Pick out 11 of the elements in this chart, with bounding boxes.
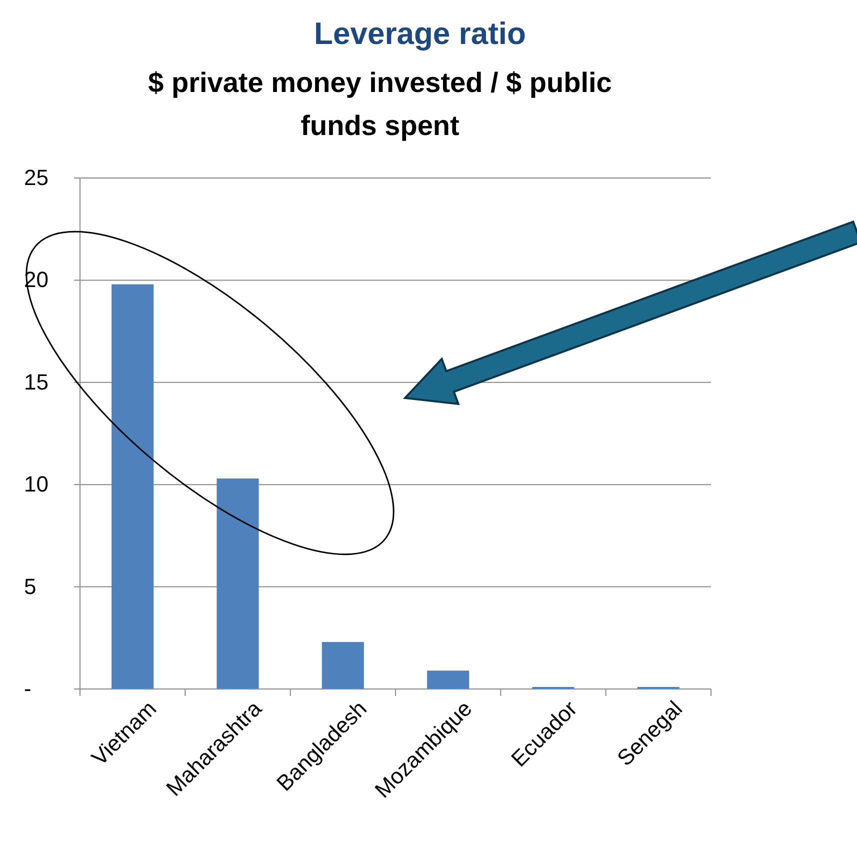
- y-tick-label: 10: [24, 472, 48, 497]
- y-tick-label: 5: [24, 574, 36, 599]
- y-tick-label: 15: [24, 369, 48, 394]
- y-tick-label: -: [24, 676, 32, 702]
- bar: [112, 284, 154, 689]
- chart-title: Leverage ratio: [314, 16, 526, 51]
- bar: [427, 670, 470, 689]
- chart-subtitle: $ private money invested / $ public funds spent: [148, 67, 612, 141]
- bar: [322, 642, 364, 689]
- bar: [216, 478, 259, 689]
- y-tick-label: 25: [24, 165, 48, 190]
